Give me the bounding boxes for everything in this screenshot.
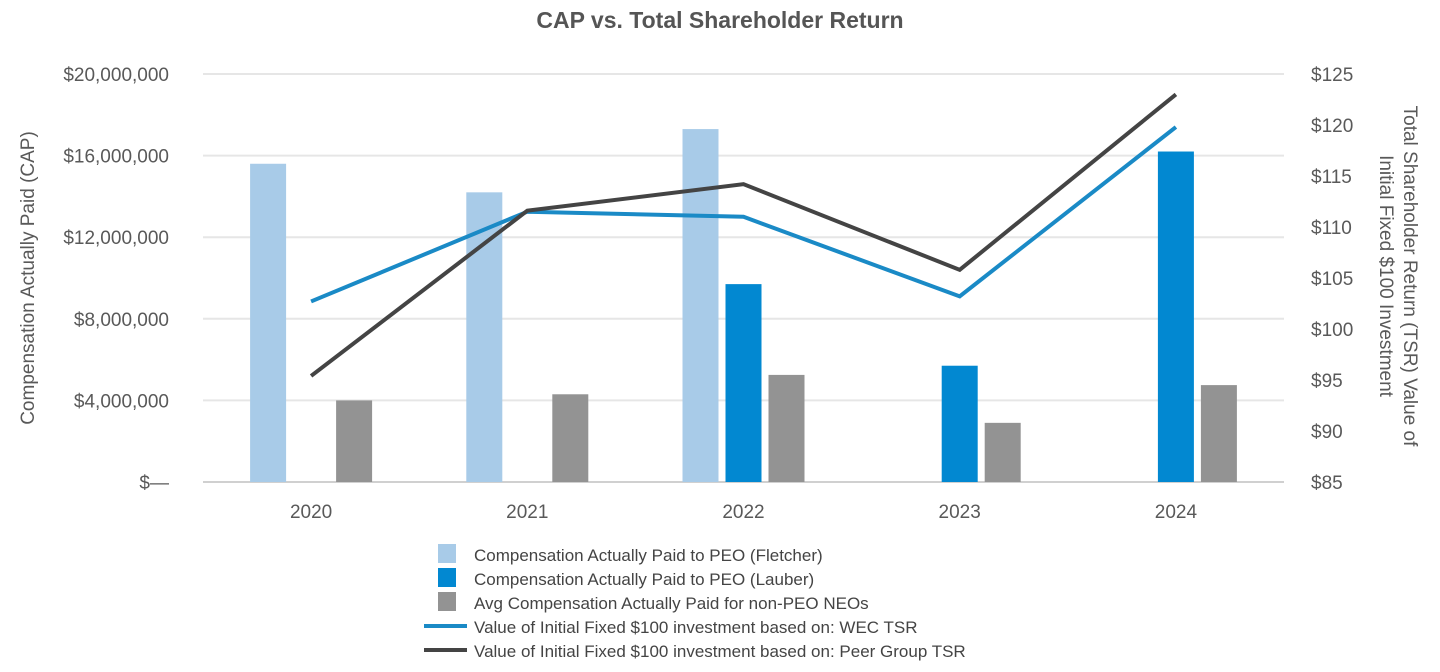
- right-tick-label: $115: [1311, 167, 1352, 188]
- right-tick-label: $95: [1311, 371, 1343, 392]
- x-tick-label: 2022: [722, 502, 764, 523]
- right-tick-label: $90: [1311, 422, 1343, 443]
- x-tick-label: 2024: [1155, 502, 1198, 523]
- legend-label: Value of Initial Fixed $100 investment b…: [474, 642, 966, 661]
- legend-label: Compensation Actually Paid to PEO (Fletc…: [474, 546, 823, 565]
- legend-swatch: [438, 568, 456, 587]
- left-tick-label: $20,000,000: [63, 65, 169, 86]
- legend: Compensation Actually Paid to PEO (Fletc…: [424, 544, 966, 661]
- legend-swatch: [438, 592, 456, 611]
- x-tick-label: 2020: [290, 502, 332, 523]
- bar: [941, 365, 978, 482]
- right-axis-label-line-1: Total Shareholder Return (TSR) Value of: [1399, 106, 1420, 447]
- bar: [1157, 151, 1194, 482]
- right-tick-label: $125: [1311, 65, 1353, 86]
- chart-title: CAP vs. Total Shareholder Return: [536, 7, 903, 33]
- left-tick-label: $4,000,000: [74, 391, 169, 412]
- left-tick-label: $8,000,000: [74, 310, 169, 331]
- bar: [725, 284, 762, 482]
- bar: [768, 374, 805, 482]
- legend-label: Value of Initial Fixed $100 investment b…: [474, 618, 918, 637]
- bar: [984, 422, 1021, 482]
- right-axis-label-line-2: Initial Fixed $100 Investment: [1375, 155, 1396, 398]
- legend-label: Avg Compensation Actually Paid for non-P…: [474, 594, 869, 613]
- bar: [466, 192, 503, 482]
- x-axis-ticks: 2020 2021 2022 2023 2024: [290, 502, 1198, 523]
- left-axis-label: Compensation Actually Paid (CAP): [18, 131, 39, 425]
- series-line: [310, 125, 1178, 304]
- right-tick-label: $85: [1311, 473, 1343, 494]
- right-tick-label: $110: [1311, 218, 1352, 239]
- bar: [682, 129, 719, 482]
- legend-swatch: [438, 544, 456, 563]
- x-tick-label: 2023: [939, 502, 981, 523]
- bar: [1200, 385, 1237, 482]
- right-tick-label: $105: [1311, 269, 1353, 290]
- right-tick-label: $120: [1311, 116, 1353, 137]
- bar-series: [250, 129, 1237, 482]
- left-axis-ticks: $— $4,000,000 $8,000,000 $12,000,000 $16,000…: [63, 65, 169, 494]
- series-line: [309, 92, 1178, 378]
- right-tick-label: $100: [1311, 320, 1353, 341]
- bar: [250, 163, 287, 482]
- line-series: [309, 92, 1178, 378]
- left-tick-label: $12,000,000: [63, 228, 169, 249]
- right-axis-ticks: $85 $90 $95 $100 $105 $110 $115 $120 $125: [1311, 65, 1353, 494]
- left-tick-label: $—: [139, 473, 169, 494]
- bar: [552, 394, 589, 482]
- legend-label: Compensation Actually Paid to PEO (Laube…: [474, 570, 814, 589]
- left-tick-label: $16,000,000: [63, 147, 169, 168]
- x-tick-label: 2021: [506, 502, 548, 523]
- bar: [336, 400, 373, 482]
